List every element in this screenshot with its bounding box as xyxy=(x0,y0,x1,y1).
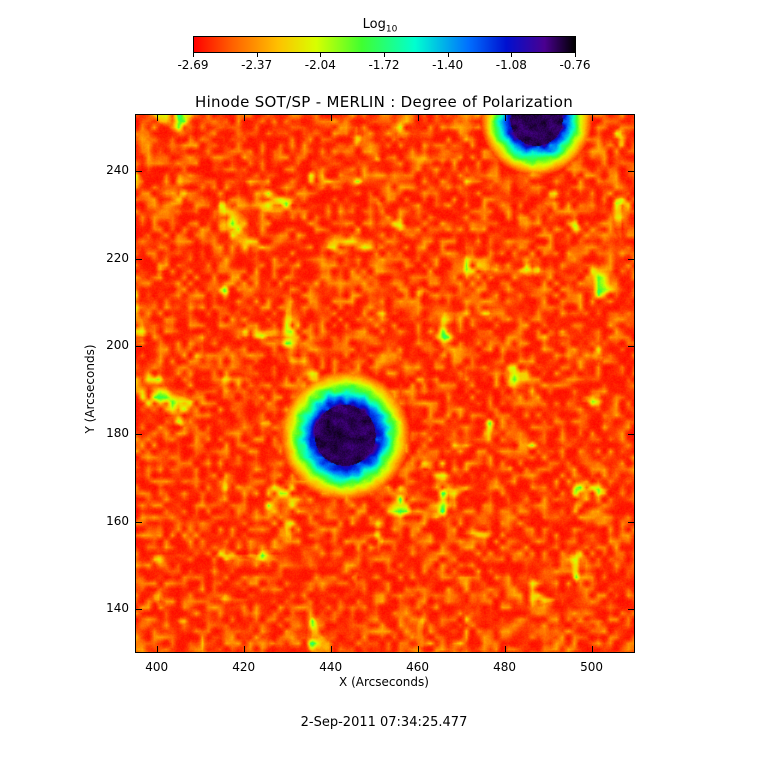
y-axis-label: Y (Arcseconds) xyxy=(83,344,97,434)
x-tick xyxy=(417,115,419,121)
x-tick-label: 480 xyxy=(493,660,517,674)
y-tick-label: 140 xyxy=(106,601,129,616)
colorbar-title-subscript: 10 xyxy=(385,24,398,35)
y-tick xyxy=(628,609,634,611)
x-tick-label: 420 xyxy=(232,660,256,674)
y-tick xyxy=(136,170,142,172)
y-tick-label: 220 xyxy=(106,250,129,265)
x-tick xyxy=(591,115,593,121)
colorbar-title-text: Log xyxy=(362,17,386,32)
y-tick xyxy=(628,521,634,523)
y-tick xyxy=(136,521,142,523)
colorbar-tick xyxy=(256,53,258,57)
colorbar-tick-label: -2.04 xyxy=(304,58,336,72)
chart-title: Hinode SOT/SP - MERLIN : Degree of Polar… xyxy=(194,93,573,111)
x-axis-label: X (Arcseconds) xyxy=(339,675,429,689)
plot-area xyxy=(135,114,635,653)
colorbar-tick-label: -2.69 xyxy=(177,58,209,72)
y-tick xyxy=(136,609,142,611)
colorbar-tick xyxy=(193,53,194,57)
colorbar-tick-label: -1.40 xyxy=(432,58,464,72)
colorbar-tick xyxy=(511,53,513,57)
y-tick xyxy=(628,258,634,260)
x-tick-label: 440 xyxy=(319,660,343,674)
x-tick-label: 460 xyxy=(406,660,430,674)
x-tick xyxy=(243,115,245,121)
colorbar xyxy=(193,36,576,53)
x-tick xyxy=(156,646,158,652)
colorbar-tick xyxy=(447,53,449,57)
x-tick xyxy=(330,646,332,652)
timestamp: 2-Sep-2011 07:34:25.477 xyxy=(300,715,468,730)
x-tick xyxy=(243,646,245,652)
colorbar-tick xyxy=(384,53,385,57)
y-tick-label: 200 xyxy=(106,338,129,353)
colorbar-tick-label: -1.72 xyxy=(368,58,400,72)
x-tick xyxy=(417,646,419,652)
x-tick-label: 400 xyxy=(145,660,169,674)
y-tick xyxy=(136,258,142,260)
y-tick xyxy=(628,170,634,172)
y-tick xyxy=(628,346,634,348)
y-tick xyxy=(136,433,142,435)
colorbar-tick-label: -1.08 xyxy=(495,58,527,72)
colorbar-tick xyxy=(575,53,576,57)
x-tick xyxy=(591,646,593,652)
colorbar-tick-label: -2.37 xyxy=(241,58,273,72)
y-tick-label: 160 xyxy=(106,513,129,528)
y-tick xyxy=(628,433,634,435)
colorbar-title: Log10 xyxy=(340,17,420,35)
x-tick xyxy=(504,115,506,121)
y-tick-label: 180 xyxy=(106,425,129,440)
y-tick xyxy=(136,346,142,348)
colorbar-tick xyxy=(320,53,322,57)
x-tick-label: 500 xyxy=(580,660,603,674)
polarization-heatmap xyxy=(136,115,634,652)
y-tick-label: 240 xyxy=(106,162,129,177)
x-tick xyxy=(504,646,506,652)
colorbar-tick-label: -0.76 xyxy=(559,58,591,72)
x-tick xyxy=(156,115,158,121)
x-tick xyxy=(330,115,332,121)
